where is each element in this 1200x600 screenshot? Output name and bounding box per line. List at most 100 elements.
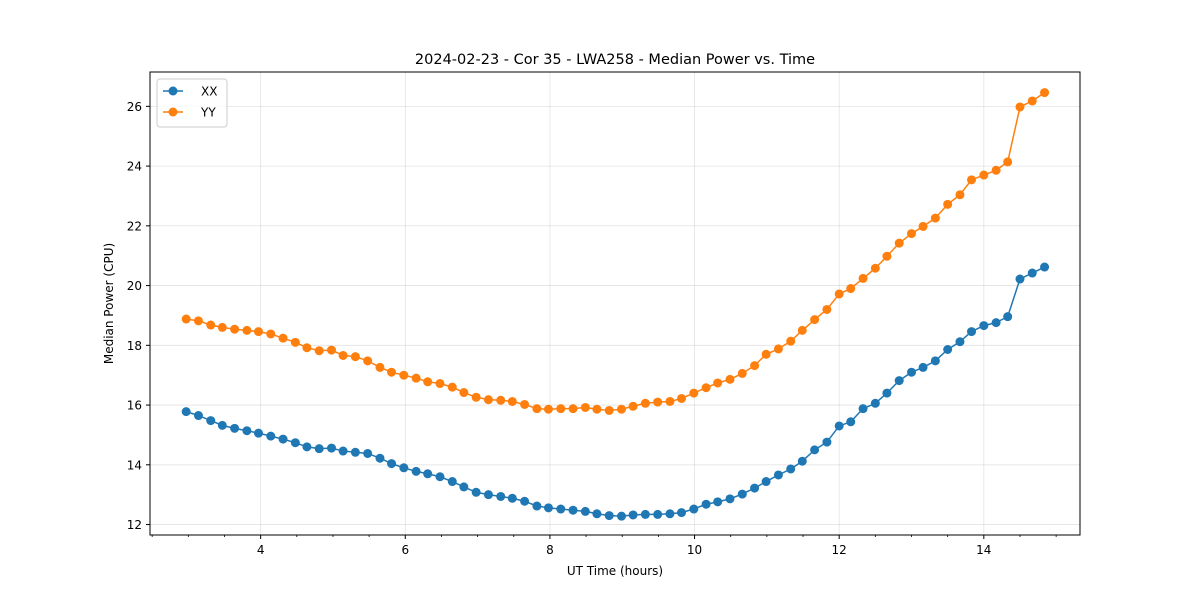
data-point-yy [617, 404, 627, 414]
data-point-xx [665, 509, 675, 519]
data-point-xx [206, 416, 216, 426]
y-tick-label: 24 [127, 160, 142, 174]
data-point-yy [628, 401, 638, 411]
data-point-yy [206, 320, 216, 330]
data-point-yy [230, 324, 240, 334]
data-point-yy [217, 322, 227, 332]
data-point-xx [435, 472, 445, 482]
legend-yy-marker [168, 107, 178, 117]
data-point-xx [520, 496, 530, 506]
data-point-yy [797, 325, 807, 335]
data-point-xx [930, 356, 940, 366]
data-point-yy [918, 221, 928, 231]
data-point-yy [387, 367, 397, 377]
data-point-yy [1003, 157, 1013, 167]
data-point-yy [423, 377, 433, 387]
data-point-xx [1027, 268, 1037, 278]
data-point-yy [943, 199, 953, 209]
y-tick-label: 18 [127, 339, 142, 353]
data-point-yy [810, 315, 820, 325]
data-point-xx [689, 504, 699, 514]
data-point-yy [979, 170, 989, 180]
data-point-xx [290, 438, 300, 448]
data-point-yy [363, 356, 373, 366]
data-point-yy [314, 346, 324, 356]
y-tick-label: 16 [127, 399, 142, 413]
data-point-yy [459, 388, 469, 398]
data-point-yy [761, 349, 771, 359]
data-point-xx [327, 443, 337, 453]
data-point-xx [870, 398, 880, 408]
data-point-yy [870, 263, 880, 273]
data-point-yy [640, 398, 650, 408]
data-point-yy [737, 368, 747, 378]
data-point-yy [713, 378, 723, 388]
data-point-xx [810, 445, 820, 455]
data-point-yy [543, 404, 553, 414]
y-tick-label: 22 [127, 219, 142, 233]
data-point-yy [556, 404, 566, 414]
data-point-yy [568, 404, 578, 414]
data-point-xx [471, 487, 481, 497]
x-tick-label: 14 [976, 543, 991, 557]
data-point-xx [846, 417, 856, 427]
y-tick-label: 12 [127, 518, 142, 532]
data-point-xx [797, 456, 807, 466]
data-point-xx [955, 337, 965, 347]
data-point-yy [278, 333, 288, 343]
data-point-xx [217, 420, 227, 430]
data-point-yy [665, 396, 675, 406]
data-point-xx [1040, 262, 1050, 272]
data-point-yy [858, 273, 868, 283]
x-tick-label: 8 [546, 543, 554, 557]
data-point-xx [822, 437, 832, 447]
data-point-xx [230, 423, 240, 433]
y-tick-label: 14 [127, 458, 142, 472]
data-point-yy [447, 382, 457, 392]
data-point-yy [253, 327, 263, 337]
data-point-xx [773, 470, 783, 480]
data-point-yy [411, 373, 421, 383]
data-point-xx [592, 509, 602, 519]
data-point-yy [894, 238, 904, 248]
data-point-yy [967, 175, 977, 185]
data-point-yy [907, 229, 916, 239]
legend-xx-label: XX [201, 85, 217, 99]
data-point-xx [543, 503, 553, 513]
data-point-yy [483, 395, 493, 405]
data-point-xx [750, 483, 760, 493]
data-point-yy [1027, 96, 1037, 106]
data-point-xx [761, 477, 771, 487]
data-point-yy [507, 396, 517, 406]
data-point-xx [737, 489, 747, 499]
series-yy [181, 88, 1050, 415]
data-point-xx [423, 469, 433, 479]
data-point-xx [242, 426, 252, 436]
data-point-xx [411, 466, 421, 476]
data-point-yy [882, 251, 892, 261]
data-point-yy [1015, 102, 1025, 112]
data-point-xx [532, 501, 542, 511]
data-point-xx [713, 497, 723, 507]
chart-title: 2024-02-23 - Cor 35 - LWA258 - Median Po… [415, 52, 815, 68]
data-point-yy [1040, 88, 1050, 98]
data-point-yy [471, 392, 481, 402]
data-point-yy [592, 404, 602, 414]
data-point-yy [786, 336, 796, 346]
data-point-yy [604, 405, 614, 415]
data-point-xx [447, 477, 457, 487]
data-point-xx [253, 428, 263, 438]
data-point-yy [725, 374, 735, 384]
x-axis-label: UT Time (hours) [567, 564, 663, 578]
data-point-yy [181, 314, 191, 324]
data-point-yy [338, 350, 348, 360]
data-point-xx [967, 327, 977, 337]
data-point-xx [278, 434, 288, 444]
data-point-yy [689, 388, 699, 398]
series-layer [181, 88, 1050, 521]
legend-yy-label: YY [200, 106, 216, 120]
data-point-yy [532, 404, 542, 414]
data-point-xx [580, 506, 590, 516]
data-point-xx [483, 490, 493, 500]
legend-xx-marker [168, 86, 178, 96]
